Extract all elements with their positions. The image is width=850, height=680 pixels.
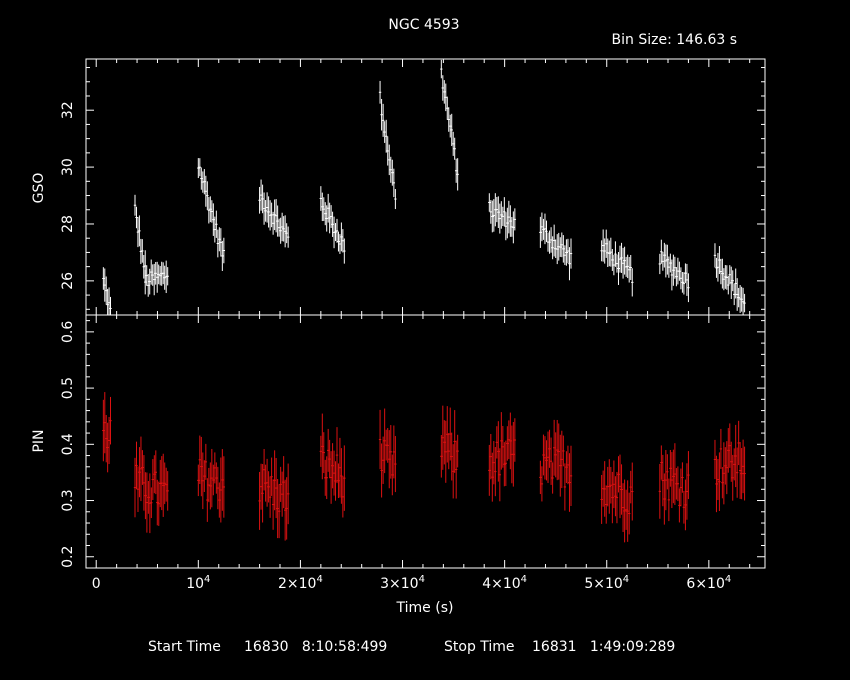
- panel-frame: [85, 314, 766, 569]
- start-time-label: Start Time: [148, 639, 221, 655]
- y-tick-label: 0.6: [60, 321, 76, 343]
- x-tick-label: 3×104: [380, 574, 425, 592]
- y-tick-label: 0.2: [60, 546, 76, 568]
- pin-panel: 0.2 0.3 0.4 0.5 0.6 0 104 2×104 3×104 4×104 5×104 6…: [60, 314, 766, 592]
- gso-panel: 26 28 30 32: [60, 58, 766, 316]
- chart-title: NGC 4593: [388, 17, 459, 33]
- y-tick-label: 28: [60, 215, 76, 233]
- bin-size-label: Bin Size: 146.63 s: [612, 32, 737, 48]
- y-tick-label: 0.5: [60, 377, 76, 399]
- y-tick-label: 32: [60, 101, 76, 119]
- x-tick-label: 2×104: [278, 574, 323, 592]
- time-axis-label: Time (s): [396, 600, 454, 616]
- start-time-value: 16830 8:10:58:499: [244, 639, 387, 655]
- stop-time-label: Stop Time: [444, 639, 515, 655]
- x-tick-label: 104: [186, 574, 210, 592]
- x-tick-label: 4×104: [482, 574, 527, 592]
- x-tick-label: 0: [92, 576, 101, 592]
- x-tick-label: 6×104: [686, 574, 731, 592]
- y-tick-label: 26: [60, 272, 76, 290]
- gso-axis-label: GSO: [31, 173, 47, 204]
- x-tick-label: 5×104: [584, 574, 629, 592]
- y-tick-label: 0.4: [60, 433, 76, 455]
- y-tick-label: 0.3: [60, 489, 76, 511]
- stop-time-value: 16831 1:49:09:289: [532, 639, 675, 655]
- y-tick-label: 30: [60, 158, 76, 176]
- pin-axis-label: PIN: [31, 429, 47, 452]
- panel-frame: [85, 58, 766, 316]
